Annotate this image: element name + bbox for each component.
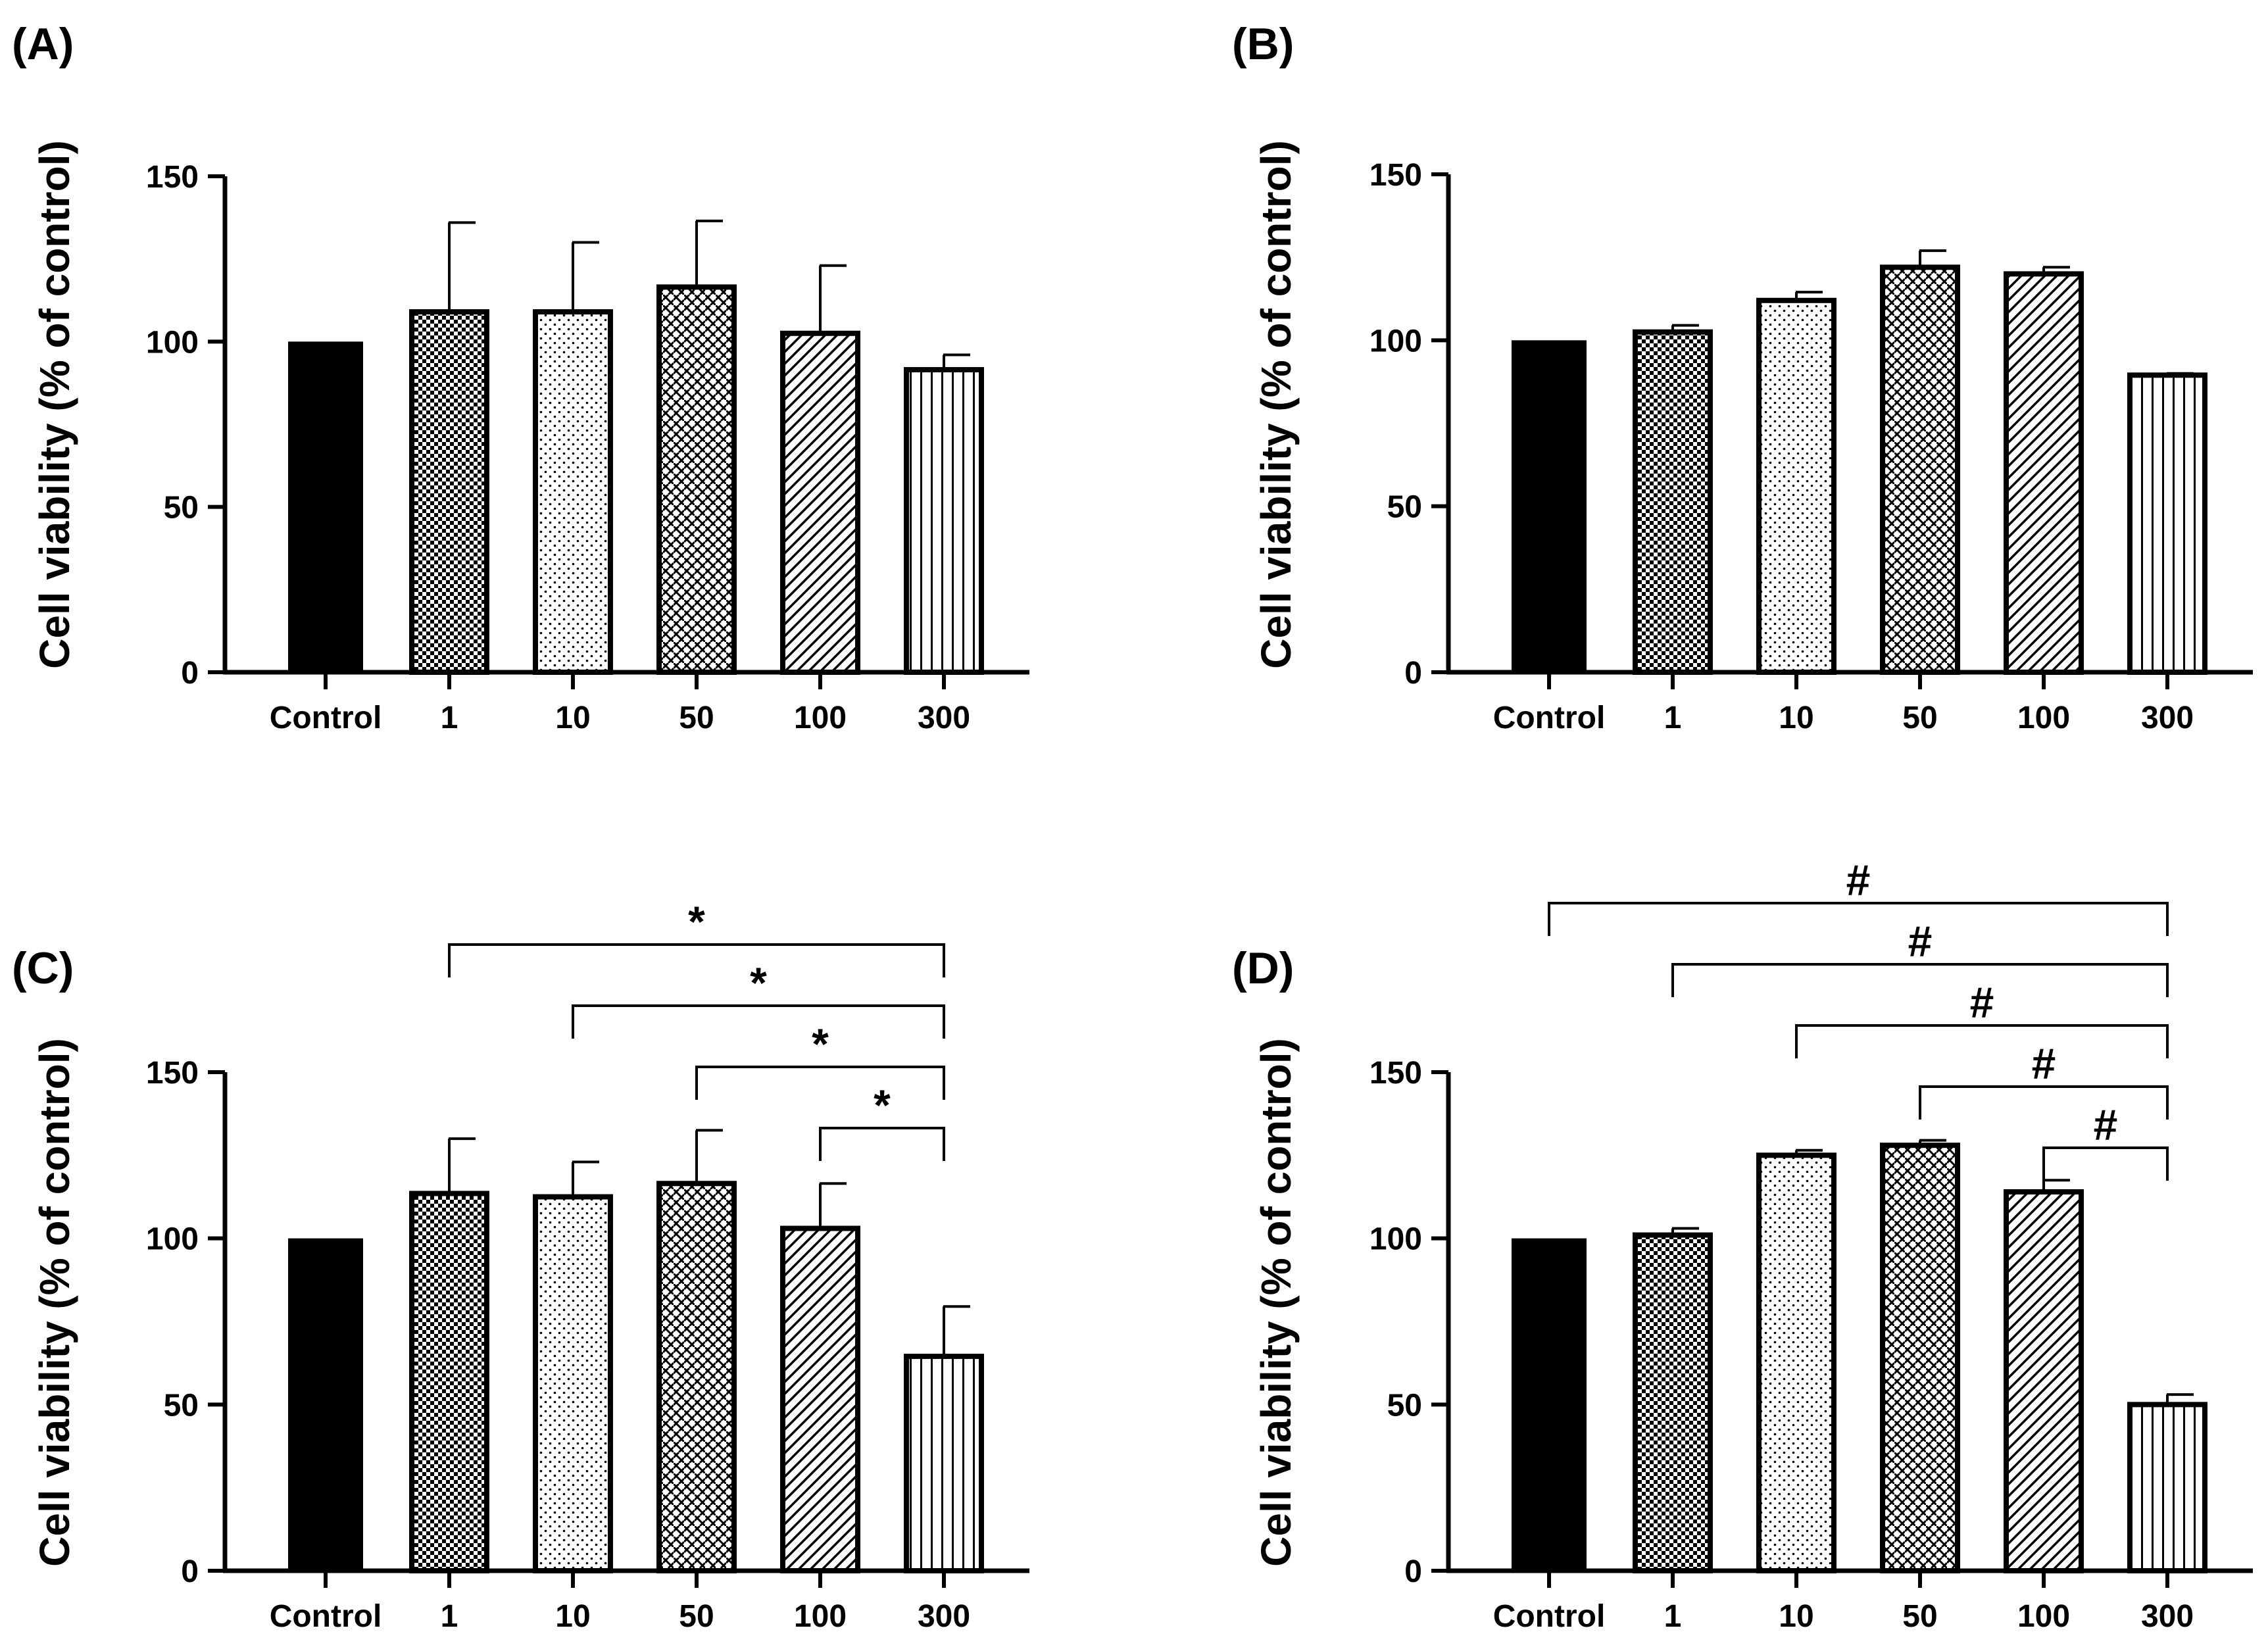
y-tick-label: 50 <box>164 1388 199 1423</box>
panel-c: (C) Cell viability (% of control) 0 50 100… <box>12 897 1029 1634</box>
bar <box>288 1238 363 1571</box>
significance-marker: * <box>812 1020 829 1068</box>
bar <box>656 1181 737 1573</box>
significance-bracket <box>1548 902 2169 936</box>
significance-bracket <box>819 1127 945 1161</box>
x-tick-label: 300 <box>2141 1599 2194 1634</box>
bar <box>1512 340 1587 672</box>
y-tick-label: 0 <box>1404 1554 1422 1589</box>
significance-bracket <box>2042 1146 2169 1181</box>
panel-label: (B) <box>1232 19 1294 69</box>
y-tick-label: 50 <box>1387 490 1422 525</box>
significance-marker: # <box>2094 1100 2118 1149</box>
bar <box>656 284 737 676</box>
bar <box>409 1191 489 1573</box>
y-axis-label: Cell viability (% of control) <box>31 140 78 669</box>
bar <box>2004 271 2084 675</box>
bar <box>1880 1143 1960 1573</box>
x-tick-label: 50 <box>1902 1599 1937 1634</box>
bar <box>2004 1189 2084 1574</box>
x-tick-label: 50 <box>679 701 714 735</box>
significance-marker: * <box>688 897 705 946</box>
x-tick-label: 50 <box>1902 701 1937 735</box>
significance-bracket <box>448 943 945 977</box>
x-tick-label: 300 <box>918 701 970 735</box>
y-tick-label: 100 <box>146 325 199 360</box>
y-tick-label: 150 <box>146 1056 199 1091</box>
x-tick-label: 100 <box>2017 701 2070 735</box>
x-tick-label: Control <box>1493 701 1606 735</box>
y-tick-label: 50 <box>1387 1388 1422 1423</box>
bar <box>533 309 613 675</box>
x-tick-label: 1 <box>441 701 458 735</box>
significance-bracket <box>1795 1024 2169 1058</box>
bar <box>1633 329 1713 675</box>
significance-bracket <box>1671 963 2169 997</box>
x-tick-label: 300 <box>2141 701 2194 735</box>
bar <box>1880 264 1960 676</box>
significance-bracket <box>695 1066 945 1100</box>
y-tick-label: 0 <box>1404 656 1422 691</box>
bar <box>1633 1232 1713 1573</box>
x-tick-label: Control <box>270 1599 382 1634</box>
bar <box>1756 1152 1837 1574</box>
significance-marker: # <box>1846 856 1871 904</box>
y-tick-label: 150 <box>1369 1056 1422 1091</box>
y-tick-label: 0 <box>181 1554 199 1589</box>
x-tick-label: 1 <box>441 1599 458 1634</box>
panel-d: (D) Cell viability (% of control) 0 50 100… <box>1232 856 2253 1634</box>
panel-label: (C) <box>12 943 74 993</box>
significance-marker: * <box>874 1081 891 1129</box>
x-tick-label: 10 <box>555 701 590 735</box>
y-axis-label: Cell viability (% of control) <box>1252 1038 1300 1567</box>
x-tick-label: 1 <box>1664 701 1682 735</box>
panel-b: (B) Cell viability (% of control) 0 50 100… <box>1232 19 2253 735</box>
x-tick-label: 10 <box>555 1599 590 1634</box>
y-tick-label: 150 <box>1369 158 1422 193</box>
x-tick-label: 1 <box>1664 1599 1682 1634</box>
bar <box>2127 1402 2207 1573</box>
x-tick-label: 100 <box>794 701 847 735</box>
bar <box>533 1194 613 1573</box>
significance-marker: # <box>1908 917 1933 966</box>
x-tick-label: 100 <box>794 1599 847 1634</box>
y-axis-label: Cell viability (% of control) <box>31 1038 78 1567</box>
bar <box>904 1354 984 1574</box>
y-tick-label: 100 <box>1369 324 1422 358</box>
bar <box>288 341 363 672</box>
y-tick-label: 150 <box>146 160 199 195</box>
significance-bracket <box>572 1004 945 1039</box>
y-axis-label: Cell viability (% of control) <box>1252 140 1300 669</box>
significance-marker: # <box>1970 978 1994 1027</box>
significance-bracket <box>1919 1085 2169 1120</box>
y-tick-label: 50 <box>164 491 199 526</box>
significance-marker: * <box>750 958 767 1007</box>
y-tick-label: 0 <box>181 656 199 691</box>
x-tick-label: 10 <box>1779 1599 1813 1634</box>
bar <box>2127 372 2207 675</box>
y-tick-label: 100 <box>146 1222 199 1257</box>
x-tick-label: 50 <box>679 1599 714 1634</box>
y-tick-label: 100 <box>1369 1222 1422 1257</box>
panel-label: (A) <box>12 19 74 69</box>
x-tick-label: 300 <box>918 1599 970 1634</box>
x-tick-label: Control <box>270 701 382 735</box>
panel-a: (A) Cell viability (% of control) 0 50 100… <box>12 19 1029 735</box>
bar <box>1756 297 1837 676</box>
bar <box>1512 1238 1587 1571</box>
panel-label: (D) <box>1232 943 1294 993</box>
bar <box>904 367 984 675</box>
x-tick-label: 100 <box>2017 1599 2070 1634</box>
bar <box>780 330 860 675</box>
x-tick-label: 10 <box>1779 701 1813 735</box>
x-tick-label: Control <box>1493 1599 1606 1634</box>
significance-marker: # <box>2032 1039 2056 1088</box>
bar <box>409 309 489 675</box>
bar <box>780 1225 860 1574</box>
